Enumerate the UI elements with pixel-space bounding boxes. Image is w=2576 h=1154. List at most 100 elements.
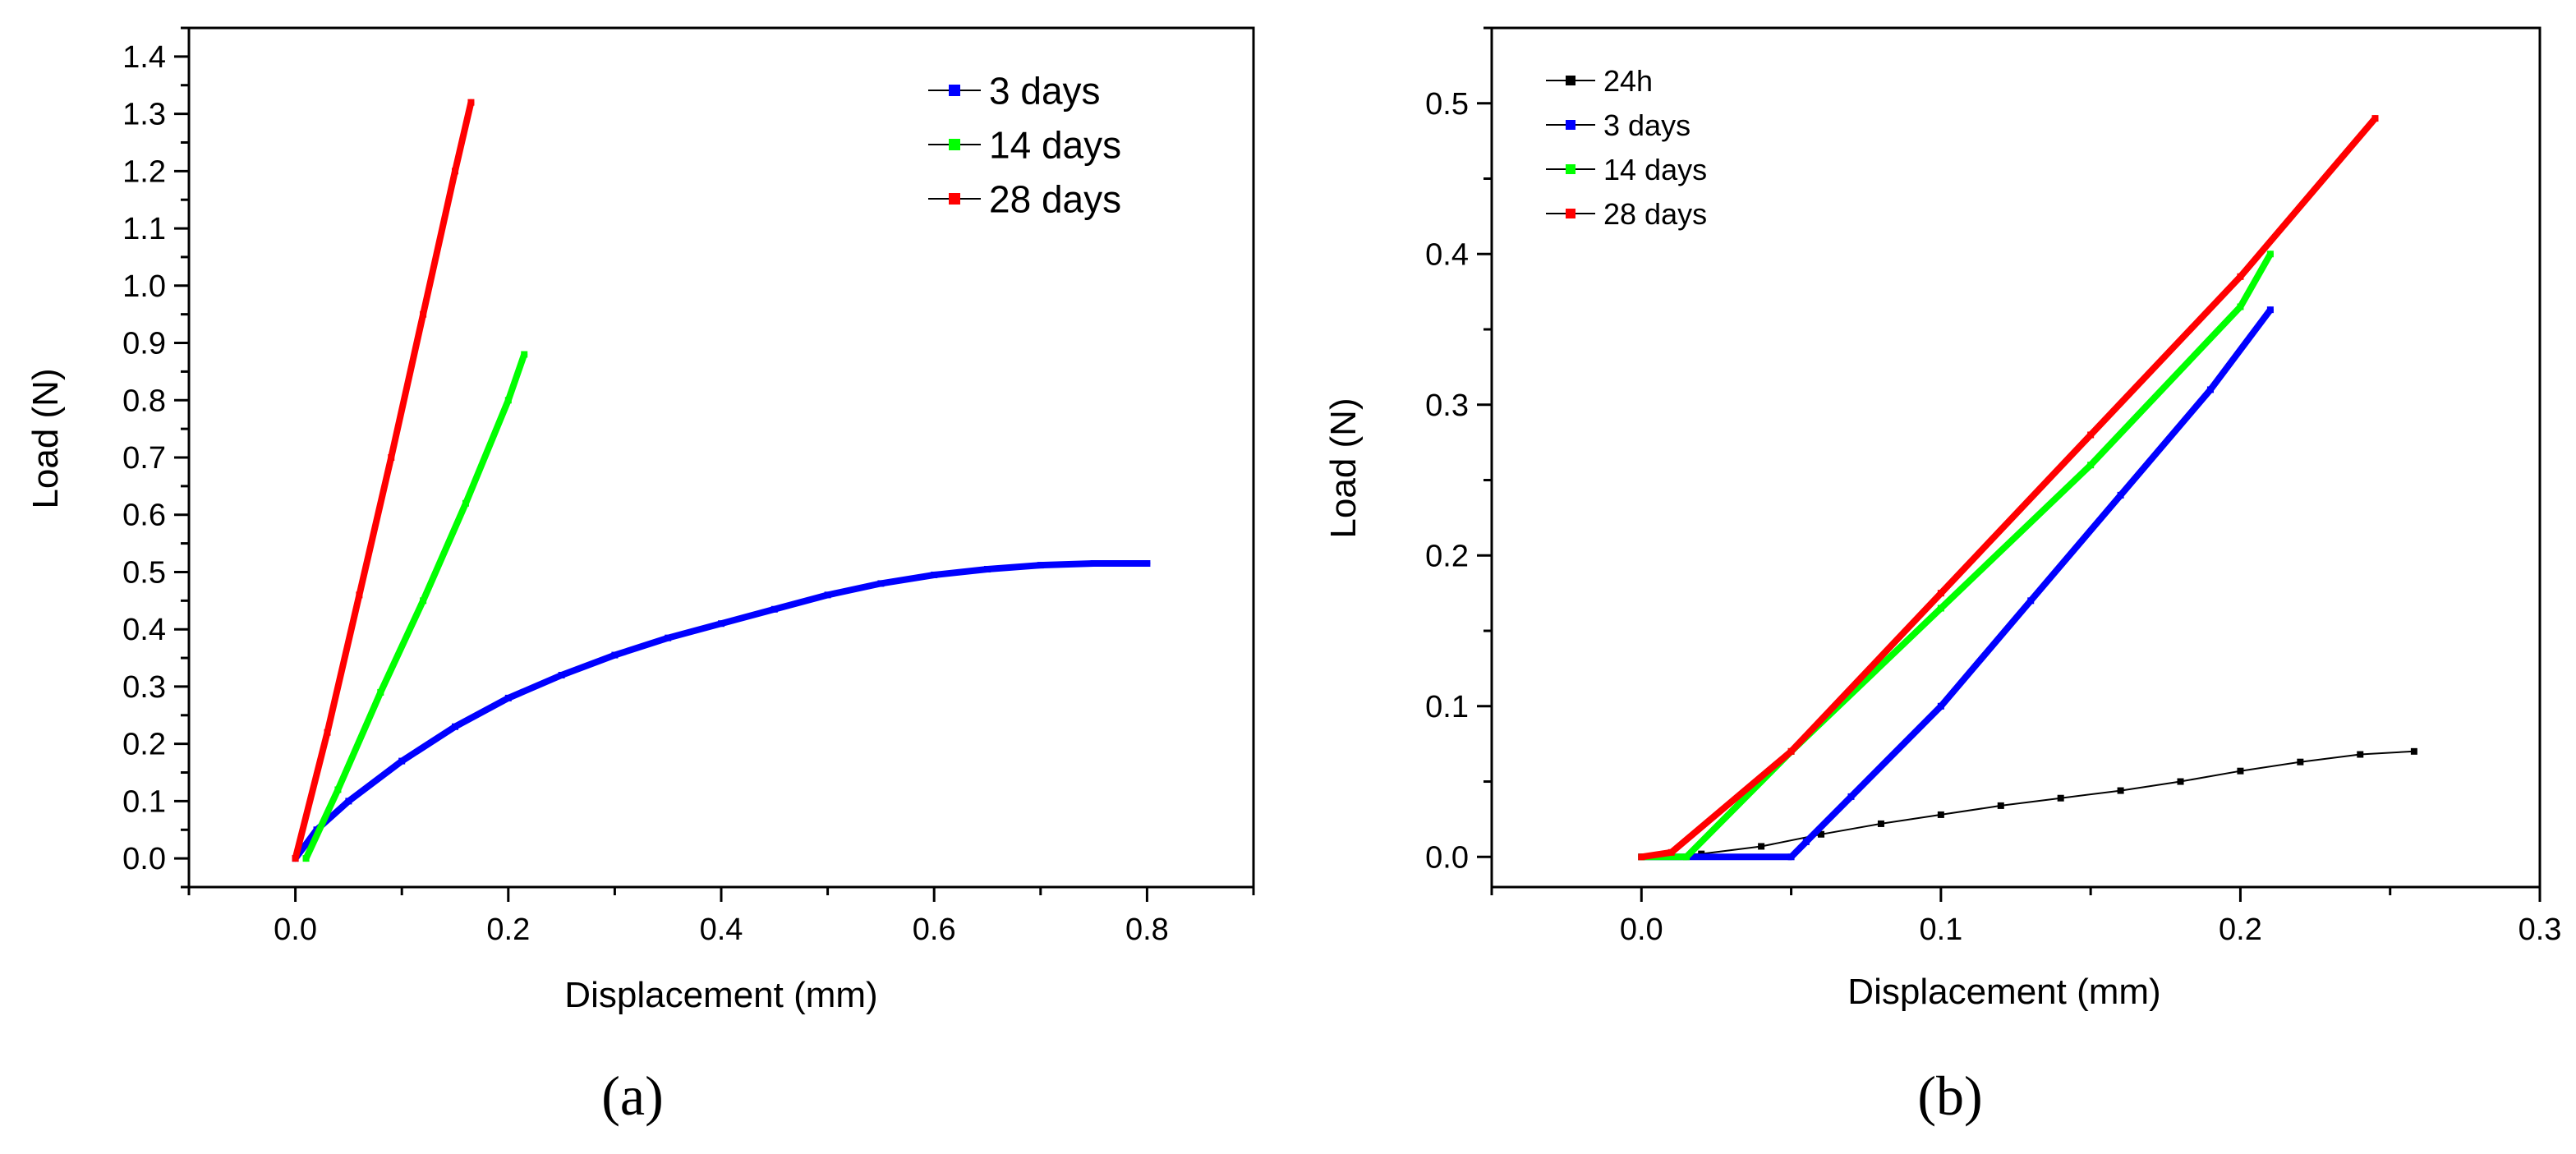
y-tick-label: 0.4 <box>1425 237 1469 272</box>
legend-marker-28-days <box>1566 209 1576 218</box>
data-point-14-days <box>1937 605 1944 612</box>
data-point-28-days <box>1937 590 1944 597</box>
data-point-24h <box>2237 767 2244 775</box>
y-axis-label: Load (N) <box>1323 398 1364 538</box>
legend-label-14-days: 14 days <box>1603 153 1707 186</box>
data-point-28-days <box>1638 853 1645 861</box>
data-point-28-days <box>2237 273 2244 280</box>
data-point-3-days <box>504 694 512 701</box>
data-point-3-days <box>1143 560 1151 568</box>
data-point-3-days <box>718 620 724 628</box>
data-point-14-days <box>2087 462 2095 469</box>
y-tick-label: 0.1 <box>1425 690 1469 724</box>
legend-label-28-days: 28 days <box>1603 197 1707 231</box>
legend-marker-24h <box>1566 76 1576 85</box>
data-point-3-days <box>452 723 458 730</box>
panel-label-a: (a) <box>601 1064 663 1127</box>
legend-label-3-days: 3 days <box>1603 108 1690 142</box>
y-tick-label: 0.3 <box>1425 388 1469 423</box>
data-point-24h <box>2117 787 2124 794</box>
x-tick-label: 0.1 <box>1919 913 1962 947</box>
chart-panel-b: 0.0 0.1 0.2 0.3 0.0 0.1 0.2 0.3 0.4 0.5 24h 3 days… <box>1323 26 2562 1127</box>
plot-frame <box>1490 26 2542 889</box>
series-line-28-days <box>1638 115 2379 861</box>
data-point-28-days <box>420 310 427 318</box>
x-tick-label: 0.0 <box>274 913 317 947</box>
data-point-24h <box>2357 751 2364 758</box>
data-point-3-days <box>2117 491 2124 499</box>
legend: 24h 3 days 14 days 28 days <box>1546 64 1707 231</box>
series-line-28-days <box>292 99 475 862</box>
x-tick-label: 0.3 <box>2518 913 2562 947</box>
axis-ticks: 0.0 0.1 0.2 0.3 0.0 0.1 0.2 0.3 0.4 0.5 <box>1425 26 2562 947</box>
data-point-28-days <box>2087 431 2095 439</box>
data-point-3-days <box>770 605 778 613</box>
series-line-3-days <box>292 560 1151 862</box>
data-point-3-days <box>398 757 406 765</box>
chart-panel-a: 0.0 0.2 0.4 0.6 0.8 0.0 0.1 0.2 0.3 0.4 0.5 0.6 0.7 0… <box>25 26 1255 1127</box>
y-tick-label: 0.8 <box>122 384 166 418</box>
series-line-24h <box>1640 750 2415 858</box>
data-point-14-days <box>377 688 384 696</box>
y-tick-label: 0.2 <box>122 728 166 762</box>
x-tick-label: 0.2 <box>486 913 530 947</box>
y-tick-label: 0.3 <box>122 670 166 705</box>
legend-label-14-days: 14 days <box>989 124 1121 167</box>
legend-marker-3-days <box>1566 120 1576 130</box>
data-point-24h <box>1937 811 1944 818</box>
y-tick-label: 0.9 <box>122 327 166 361</box>
data-point-24h <box>2057 794 2064 802</box>
x-tick-label: 0.8 <box>1125 913 1169 947</box>
data-point-14-days <box>2266 251 2274 258</box>
data-point-28-days <box>1787 747 1795 755</box>
data-point-28-days <box>324 729 331 736</box>
data-point-28-days <box>2371 115 2379 122</box>
y-tick-label: 0.2 <box>1425 539 1469 573</box>
legend-marker-14-days <box>949 139 960 150</box>
data-point-14-days <box>334 786 342 793</box>
data-point-28-days <box>452 168 458 175</box>
data-point-3-days <box>1090 560 1097 568</box>
data-point-3-days <box>1037 562 1044 569</box>
data-point-3-days <box>1937 702 1944 710</box>
data-point-14-days <box>302 855 310 862</box>
data-point-3-days <box>931 571 938 578</box>
data-point-28-days <box>356 591 363 599</box>
data-point-14-days <box>2237 303 2244 310</box>
data-point-3-days <box>611 651 619 659</box>
legend-label-3-days: 3 days <box>989 70 1101 113</box>
data-point-3-days <box>345 798 352 805</box>
y-tick-label: 0.6 <box>122 499 166 533</box>
data-point-3-days <box>2027 597 2035 605</box>
data-point-3-days <box>2266 306 2274 314</box>
data-point-24h <box>1877 820 1884 827</box>
y-tick-label: 1.4 <box>122 40 166 75</box>
legend-marker-3-days <box>949 85 960 96</box>
data-point-24h <box>2297 758 2304 766</box>
data-point-14-days <box>521 351 528 358</box>
data-point-3-days <box>1802 838 1810 845</box>
axis-ticks: 0.0 0.2 0.4 0.6 0.8 0.0 0.1 0.2 0.3 0.4 0.5 0.6 0.7 0… <box>122 26 1255 947</box>
y-tick-label: 0.0 <box>1425 840 1469 875</box>
y-tick-label: 1.3 <box>122 98 166 132</box>
data-point-14-days <box>462 499 469 507</box>
data-point-24h <box>1818 830 1825 838</box>
y-axis-label: Load (N) <box>25 368 66 508</box>
x-tick-label: 0.4 <box>700 913 743 947</box>
y-tick-label: 1.2 <box>122 154 166 189</box>
data-point-3-days <box>2206 386 2214 393</box>
series-layer <box>1638 115 2417 861</box>
x-tick-label: 0.0 <box>1620 913 1663 947</box>
series-layer <box>292 99 1151 862</box>
y-tick-label: 0.1 <box>122 784 166 819</box>
data-point-3-days <box>1847 793 1855 800</box>
y-tick-label: 1.0 <box>122 269 166 304</box>
data-point-24h <box>1758 843 1765 850</box>
data-point-24h <box>1997 802 2004 809</box>
data-point-3-days <box>665 634 672 641</box>
data-point-14-days <box>1682 853 1690 861</box>
y-tick-label: 0.5 <box>1425 87 1469 122</box>
y-tick-label: 0.0 <box>122 842 166 876</box>
y-tick-label: 1.1 <box>122 212 166 246</box>
